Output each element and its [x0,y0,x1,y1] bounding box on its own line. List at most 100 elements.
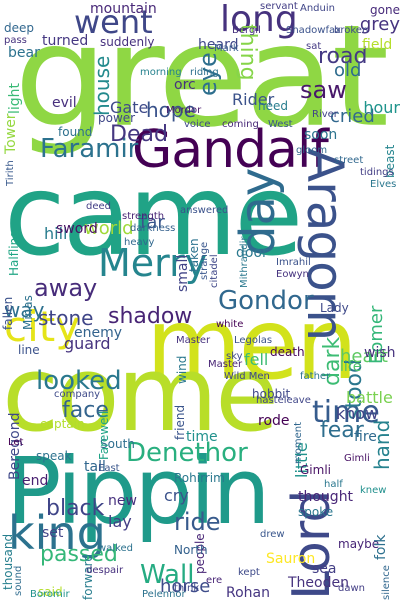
word: fallen [1,296,15,330]
word: way [4,298,45,322]
word: light [7,82,23,114]
word: thought [298,489,354,505]
word: ride [174,508,221,536]
word: far [140,212,165,233]
word: came [4,151,303,281]
word: wind [175,355,189,384]
word: Tower [3,113,19,154]
word: Theoden [288,575,349,591]
word: ere [206,575,223,586]
word: darkness [130,223,176,234]
word: Gandalf [132,120,329,180]
word: white [216,319,244,330]
word: South [100,437,135,451]
word: forward [81,553,95,600]
word: life [340,359,362,375]
word: sea [312,561,337,577]
word: bear [8,45,40,61]
word: walked [98,543,134,554]
word: sound [13,565,24,596]
word: captain [40,417,85,431]
word: hasteleave [256,395,311,406]
word: road [318,44,368,69]
word: hour [363,98,400,117]
word: wish [364,345,396,361]
word: black [46,496,105,521]
word: turned [42,33,89,49]
word: Rohan [226,585,270,600]
word: long [220,0,298,40]
word: line [18,343,40,357]
word: away [34,274,98,302]
word: Denethor [126,438,248,468]
word: suddenly [100,35,155,49]
word: deed [86,201,111,212]
word: street [334,155,364,166]
word: tidings [360,167,394,178]
word: broken [334,25,369,36]
word: great [14,0,389,158]
word: face [62,398,109,423]
word: Mordor [166,105,202,116]
word: orc [174,77,196,93]
word: Bergil [232,25,261,36]
word: sat [306,41,322,52]
word: pass [4,35,27,46]
word: battle [346,388,393,407]
word: tall [84,459,106,475]
word: door [236,245,268,261]
word: Elves [370,179,397,190]
word: fear [320,418,364,443]
word: Gimli [344,453,370,464]
word: said [38,585,63,599]
word: North [174,543,208,557]
word: city [4,302,81,351]
word: River [312,109,338,120]
word: Tirith [5,160,16,186]
word: deep [4,21,34,35]
word: soon [304,127,338,143]
word: maybe [338,537,380,551]
word: knew [360,485,387,496]
word: Anduin [300,3,335,14]
word: sword [56,221,98,237]
word: strength [122,211,165,222]
word: cried [330,106,375,127]
word: heart [340,346,388,367]
word: old [334,60,362,81]
word: set [42,525,64,541]
word: Gate [110,98,149,117]
word: Wall [140,560,195,590]
word: stone [38,306,94,330]
word: Halfling [7,230,21,276]
word: folk [373,534,389,561]
word: half [324,479,343,490]
word: house [90,55,114,116]
word: kept [238,567,260,578]
word: West [268,119,293,130]
word: death [270,345,305,359]
word: power [98,111,136,125]
word: Pelennor [142,589,186,600]
word: Boromir [30,589,70,600]
word: time [312,395,380,430]
word: moment [293,421,304,464]
word: gloom [296,145,328,156]
word: gone [370,3,400,17]
word: know [336,404,379,423]
word: world [84,218,134,239]
word: found [58,125,93,139]
word: servant [260,1,298,12]
word: drew [260,529,285,540]
word: horse [160,576,211,597]
word: saw [300,76,347,104]
word: Imrahil [276,257,311,268]
word: fire [354,429,377,445]
word: dawn [338,583,365,594]
word: Merry [98,241,208,285]
word: end [22,473,49,489]
word: spoke [298,505,334,519]
word: come [2,333,279,455]
word: Pippin [6,438,271,545]
word: Dead [110,122,168,147]
